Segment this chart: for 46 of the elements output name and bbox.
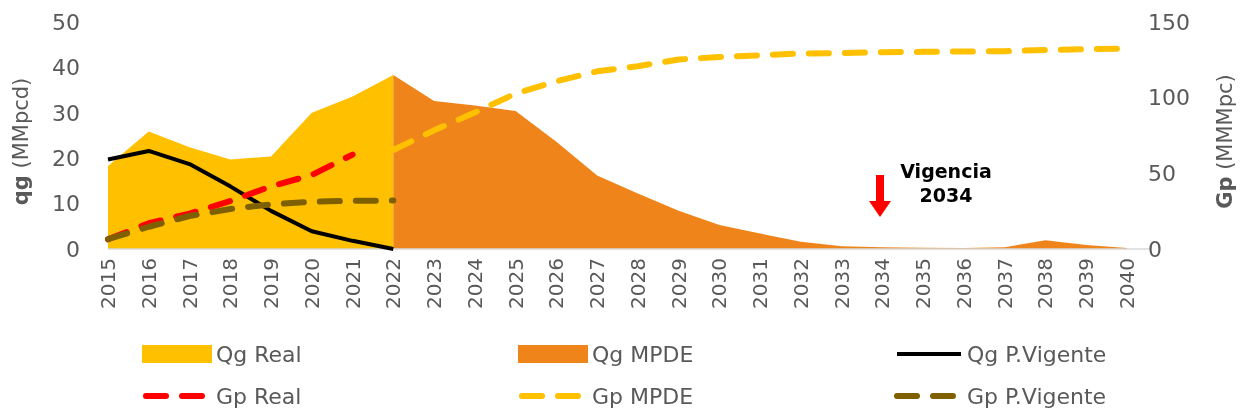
x-tick-label: 2030 [707,258,732,309]
line-series [106,148,396,251]
legend-label: Gp MPDE [592,384,694,409]
x-tick-label: 2027 [585,258,610,309]
x-tick-label: 2035 [911,258,936,309]
y-tick-label: 10 [52,191,80,217]
legend-label: Qg MPDE [592,342,694,367]
x-tick-label: 2022 [381,258,406,309]
x-tick-label: 2036 [951,258,976,309]
legend-label: Gp P.Vigente [967,384,1107,409]
x-tick-label: 2029 [666,258,691,309]
x-tick-label: 2028 [625,258,650,309]
x-tick-label: 2017 [177,258,202,309]
y-axis-title: qg (MMpcd) [9,77,33,206]
legend-label: Qg P.Vigente [967,342,1107,367]
x-tick-label: 2034 [870,258,895,309]
annotation: Vigencia 2034 [900,160,992,206]
y-tick-label: 50 [52,9,80,35]
y2-axis-title: Gp (MMMpc) [1213,74,1237,209]
x-tick-label: 2015 [96,258,120,309]
x-tick-label: 2016 [136,258,161,309]
x-tick-label: 2032 [788,258,813,309]
x-tick-label: 2021 [340,258,365,309]
x-tick-label: 2031 [748,258,773,309]
x-tick-label: 2039 [1074,258,1099,309]
legend-label: Qg Real [216,342,302,367]
legend-label: Gp Real [216,384,302,409]
x-tick-label: 2038 [1033,258,1058,309]
x-tick-label: 2025 [503,258,528,309]
y2-tick-label: 50 [1148,161,1176,187]
y-tick-label: 0 [66,236,80,262]
y-tick-label: 30 [52,100,80,126]
x-tick-label: 2018 [218,258,243,309]
x-tick-label: 2023 [422,258,447,309]
x-tick-label: 2020 [299,258,324,309]
y-tick-label: 40 [52,55,80,81]
y2-tick-label: 0 [1148,236,1162,262]
x-tick-label: 2019 [259,258,284,309]
x-tick-label: 2037 [992,258,1017,309]
y-tick-label: 20 [52,145,80,171]
x-tick-label: 2040 [1115,258,1139,309]
x-tick-label: 2033 [829,258,854,309]
y2-tick-label: 100 [1148,85,1190,111]
y2-tick-label: 150 [1148,9,1190,35]
x-tick-label: 2024 [462,258,487,309]
x-tick-label: 2026 [544,258,569,309]
